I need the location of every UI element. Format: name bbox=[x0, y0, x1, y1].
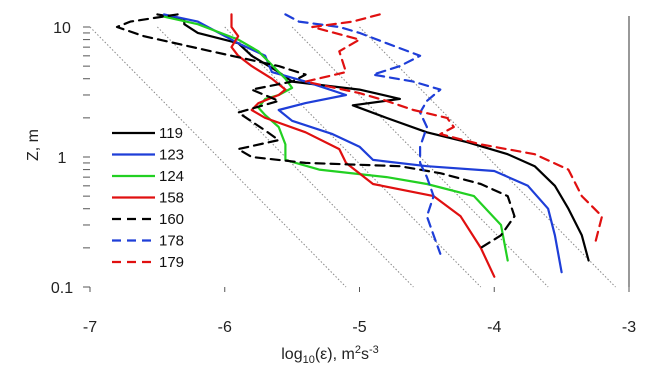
legend: 119 123 124 158 160 178 179 bbox=[112, 125, 184, 271]
series-line-178 bbox=[284, 13, 442, 255]
legend-label-119: 119 bbox=[159, 125, 183, 142]
reference-line bbox=[224, 26, 482, 288]
legend-label-160: 160 bbox=[159, 211, 184, 228]
x-axis-title-sub: 10 bbox=[303, 354, 315, 366]
legend-label-158: 158 bbox=[159, 190, 184, 207]
x-axis: -7 -6 -5 -4 -3 bbox=[83, 287, 636, 336]
x-tick-label: -5 bbox=[352, 319, 366, 336]
x-tick-label: -4 bbox=[487, 319, 501, 336]
reference-line bbox=[89, 26, 347, 288]
reference-line bbox=[359, 26, 616, 288]
y-tick-label: 10 bbox=[53, 20, 71, 37]
y-axis: 0.1 1 10 bbox=[51, 20, 90, 297]
series-line-158 bbox=[230, 13, 496, 278]
series-lines bbox=[115, 13, 604, 278]
series-line-123 bbox=[163, 13, 563, 274]
x-tick-label: -3 bbox=[622, 319, 636, 336]
series-line-119 bbox=[156, 13, 590, 262]
series-line-179 bbox=[304, 13, 604, 244]
legend-label-178: 178 bbox=[159, 233, 184, 250]
y-tick-label: 1 bbox=[58, 150, 67, 167]
legend-label-124: 124 bbox=[159, 168, 184, 185]
y-axis-title: Z, m bbox=[25, 129, 42, 161]
series-line-124 bbox=[163, 15, 509, 262]
x-axis-title-sup1: 2 bbox=[355, 344, 361, 356]
series-line-160 bbox=[115, 13, 516, 249]
x-axis-title-mid: (ε), m bbox=[315, 346, 355, 363]
x-axis-title: log10(ε), m2s-3 bbox=[281, 344, 379, 366]
x-axis-title-sup2: -3 bbox=[369, 344, 379, 356]
legend-label-123: 123 bbox=[159, 147, 184, 164]
y-tick-label: 0.1 bbox=[51, 280, 73, 297]
x-axis-title-log: log bbox=[281, 346, 302, 363]
legend-label-179: 179 bbox=[159, 254, 184, 271]
x-tick-label: -6 bbox=[218, 319, 232, 336]
x-tick-label: -7 bbox=[83, 319, 97, 336]
x-axis-title-s: s bbox=[361, 346, 369, 363]
